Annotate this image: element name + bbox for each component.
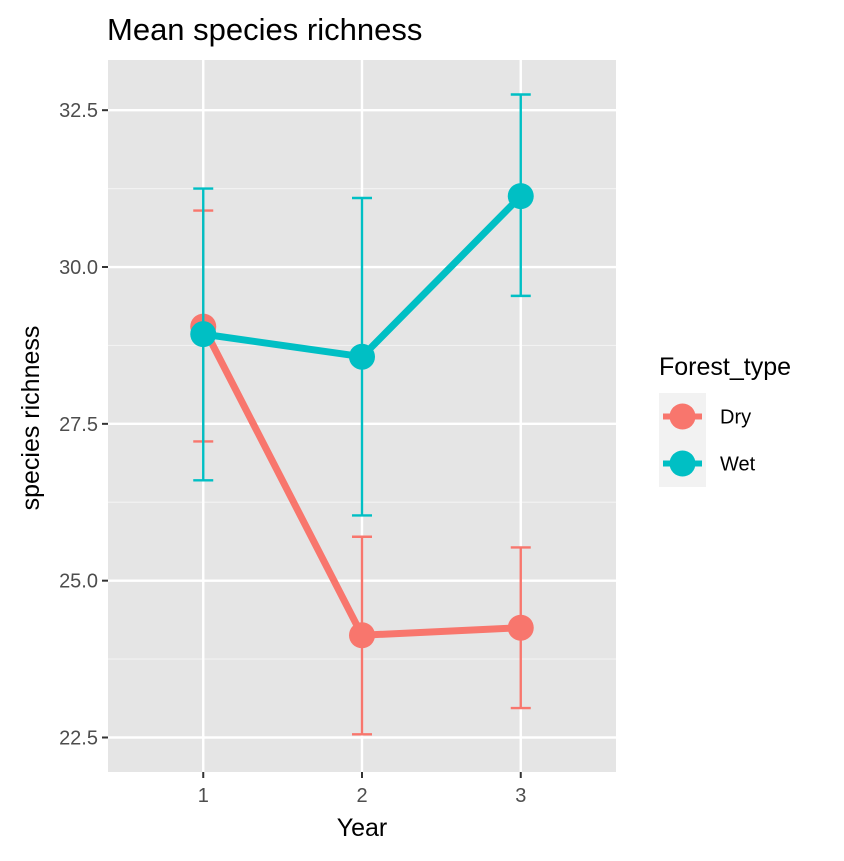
y-tick-label: 22.5 [59, 727, 98, 749]
axes: 22.5 25.0 27.5 30.0 32.5 1 2 3 [59, 100, 526, 807]
legend: Forest_type Dry Wet [659, 353, 791, 487]
legend-key-point [669, 403, 696, 430]
legend-item-wet: Wet [663, 450, 756, 477]
y-tick-label: 25.0 [59, 571, 98, 593]
y-tick-label: 30.0 [59, 257, 98, 279]
data-point [349, 343, 375, 370]
data-point [190, 321, 217, 348]
legend-item-dry: Dry [663, 403, 751, 430]
series-wet [190, 93, 534, 517]
legend-label: Dry [720, 407, 751, 429]
legend-title: Forest_type [659, 353, 791, 381]
x-axis-title: Year [337, 814, 388, 842]
y-axis-title: species richness [17, 326, 45, 511]
plot-series [190, 93, 534, 736]
x-tick-label: 3 [515, 785, 526, 807]
y-tick-label: 32.5 [59, 100, 98, 122]
legend-label: Wet [720, 454, 756, 476]
data-point [507, 183, 534, 210]
y-tick-label: 27.5 [59, 414, 98, 436]
x-tick-label: 2 [356, 785, 367, 807]
x-tick-label: 1 [198, 785, 209, 807]
data-point [507, 614, 534, 641]
chart-title: Mean species richness [107, 12, 422, 47]
legend-key-point [669, 450, 696, 477]
data-point [349, 622, 375, 649]
